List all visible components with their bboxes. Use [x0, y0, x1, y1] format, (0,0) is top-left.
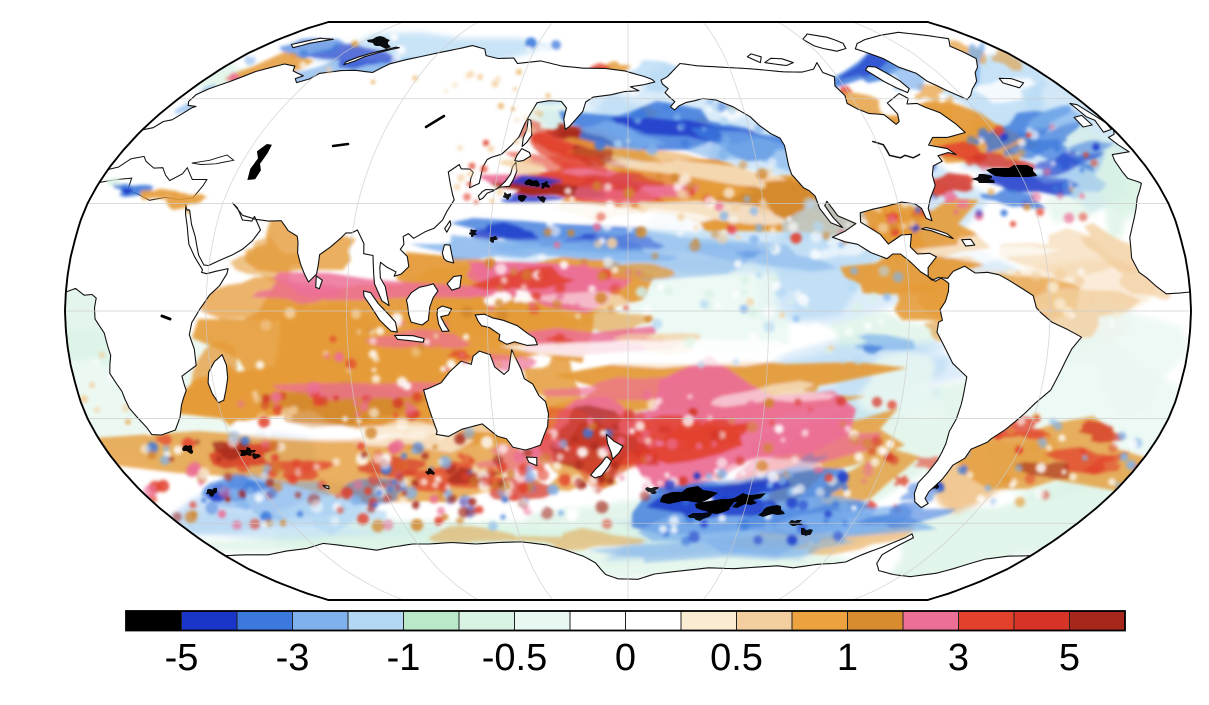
svg-text:-5: -5 [165, 637, 199, 679]
svg-text:0: 0 [615, 637, 636, 679]
svg-text:0.5: 0.5 [710, 637, 763, 679]
svg-text:3: 3 [948, 637, 969, 679]
svg-text:-3: -3 [276, 637, 310, 679]
svg-text:1: 1 [837, 637, 858, 679]
svg-text:-0.5: -0.5 [482, 637, 547, 679]
svg-text:5: 5 [1059, 637, 1080, 679]
svg-text:-1: -1 [387, 637, 421, 679]
